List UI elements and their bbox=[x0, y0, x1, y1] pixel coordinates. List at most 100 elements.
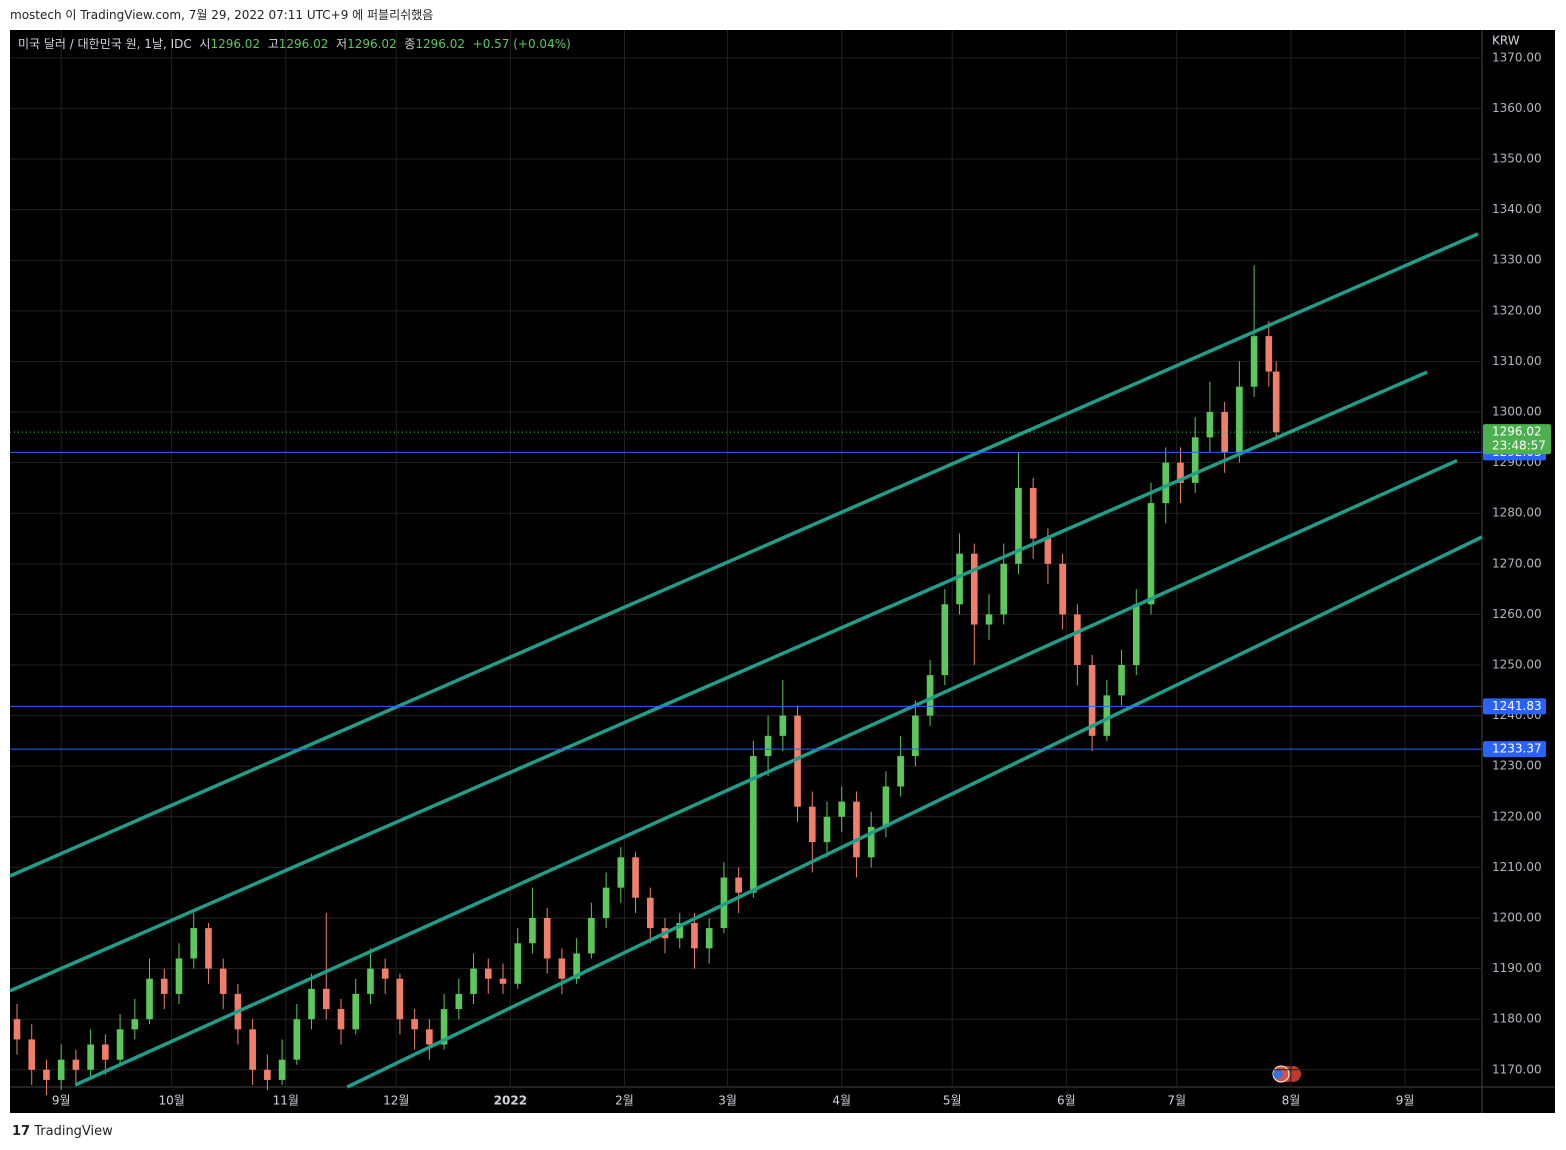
x-tick-label: 3월 bbox=[718, 1094, 737, 1108]
label: 종 bbox=[404, 37, 416, 51]
x-tick-label: 11월 bbox=[273, 1094, 299, 1108]
candle-body bbox=[1103, 695, 1111, 736]
x-tick-label: 10월 bbox=[158, 1094, 184, 1108]
candle-body bbox=[337, 1009, 345, 1030]
candle-body bbox=[514, 943, 522, 984]
candle-body bbox=[190, 928, 198, 959]
candle-body bbox=[102, 1044, 109, 1060]
chart-background bbox=[10, 30, 1555, 1113]
candle-body bbox=[1059, 563, 1066, 615]
currency: KRW bbox=[1492, 34, 1520, 48]
candle-body bbox=[396, 978, 404, 1020]
y-tick-label: 1280.00 bbox=[1492, 506, 1542, 520]
candle-body bbox=[13, 1019, 21, 1040]
candle-body bbox=[205, 928, 212, 969]
x-tick-label: 4월 bbox=[832, 1094, 851, 1108]
x-tick-label: 2022 bbox=[494, 1094, 527, 1108]
candle-body bbox=[1250, 336, 1258, 387]
candle-body bbox=[912, 715, 919, 757]
candle-body bbox=[1206, 412, 1214, 438]
candle-body bbox=[352, 993, 360, 1030]
candle-body bbox=[838, 801, 846, 817]
y-tick-label: 1210.00 bbox=[1492, 860, 1542, 874]
candle-body bbox=[1044, 538, 1052, 564]
candle-body bbox=[160, 978, 168, 994]
candle-body bbox=[882, 786, 890, 827]
candle-body bbox=[867, 826, 875, 858]
x-tick-label: 9월 bbox=[52, 1094, 71, 1108]
x-tick-label: 12월 bbox=[383, 1094, 409, 1108]
candle-body bbox=[455, 993, 463, 1010]
trendline bbox=[9, 370, 1428, 993]
candle-body bbox=[1162, 462, 1170, 504]
candle-body bbox=[1147, 503, 1155, 605]
candle-body bbox=[175, 958, 183, 994]
candle-body bbox=[249, 1029, 256, 1070]
candle-body bbox=[57, 1059, 65, 1080]
candle-body bbox=[131, 1019, 139, 1030]
y-tick-label: 1320.00 bbox=[1492, 303, 1542, 317]
candle-body bbox=[219, 968, 227, 994]
level-label: 1241.83 bbox=[1492, 699, 1542, 713]
y-tick-label: 1350.00 bbox=[1492, 152, 1542, 166]
candle-body bbox=[470, 968, 477, 994]
candle-body bbox=[588, 918, 595, 954]
candle-body bbox=[1015, 487, 1022, 564]
candle-body bbox=[779, 715, 787, 736]
candle-body bbox=[1029, 487, 1037, 539]
y-tick-label: 1180.00 bbox=[1492, 1012, 1542, 1026]
candle-body bbox=[1236, 386, 1243, 453]
candle-body bbox=[1272, 371, 1280, 433]
x-tick-label: 8월 bbox=[1282, 1094, 1301, 1108]
candle-body bbox=[367, 968, 374, 994]
candle-body bbox=[72, 1059, 80, 1070]
candle-body bbox=[28, 1039, 36, 1070]
candle-body bbox=[1000, 563, 1008, 615]
candle-body bbox=[750, 756, 757, 893]
candle-body bbox=[1088, 665, 1096, 736]
candle-body bbox=[1132, 604, 1140, 666]
y-tick-label: 1190.00 bbox=[1492, 961, 1542, 975]
x-tick-label: 2월 bbox=[615, 1094, 634, 1108]
level-label-bg bbox=[1483, 698, 1546, 715]
value: 1296.02 bbox=[347, 37, 397, 51]
x-tick-label: 9월 bbox=[1396, 1094, 1415, 1108]
candle-body bbox=[411, 1019, 418, 1030]
candle-body bbox=[956, 553, 963, 605]
trendline bbox=[346, 535, 1483, 1089]
candle-body bbox=[484, 968, 492, 979]
trendline bbox=[9, 232, 1479, 878]
value: 1296.02 bbox=[210, 37, 261, 51]
candle-body bbox=[558, 958, 566, 979]
candle-body bbox=[1221, 412, 1228, 453]
candle-body bbox=[617, 857, 625, 888]
candle-body bbox=[1265, 336, 1273, 372]
candle-body bbox=[853, 801, 860, 858]
x-tick-label: 6월 bbox=[1057, 1094, 1076, 1108]
candle-body bbox=[308, 988, 315, 1020]
y-tick-label: 1370.00 bbox=[1492, 50, 1542, 64]
candle-body bbox=[322, 988, 330, 1010]
candle-body bbox=[941, 604, 949, 676]
candle-body bbox=[1191, 437, 1199, 483]
candle-body bbox=[87, 1044, 94, 1070]
legend: 미국 달러 / 대한민국 원, 1날, IDC 시1296.02 고1296.0… bbox=[18, 35, 571, 52]
y-tick-label: 1310.00 bbox=[1492, 354, 1542, 368]
label: 저 bbox=[336, 37, 348, 51]
value: 1296.02 bbox=[415, 37, 466, 51]
last-price-bg bbox=[1483, 424, 1551, 455]
candle-body bbox=[116, 1029, 124, 1060]
level-label-bg bbox=[1483, 741, 1546, 758]
y-tick-label: 1300.00 bbox=[1492, 405, 1542, 419]
candle-body bbox=[1177, 462, 1184, 483]
candle-body bbox=[926, 675, 934, 716]
candle-body bbox=[764, 735, 772, 757]
label: 시 bbox=[199, 37, 211, 51]
y-tick-label: 1230.00 bbox=[1492, 759, 1542, 773]
header: mostech 이 TradingView.com, 7월 29, 2022 0… bbox=[10, 8, 434, 22]
value: 1296.02 bbox=[278, 37, 329, 51]
candle-body bbox=[632, 857, 639, 898]
y-tick-label: 1250.00 bbox=[1492, 658, 1542, 672]
